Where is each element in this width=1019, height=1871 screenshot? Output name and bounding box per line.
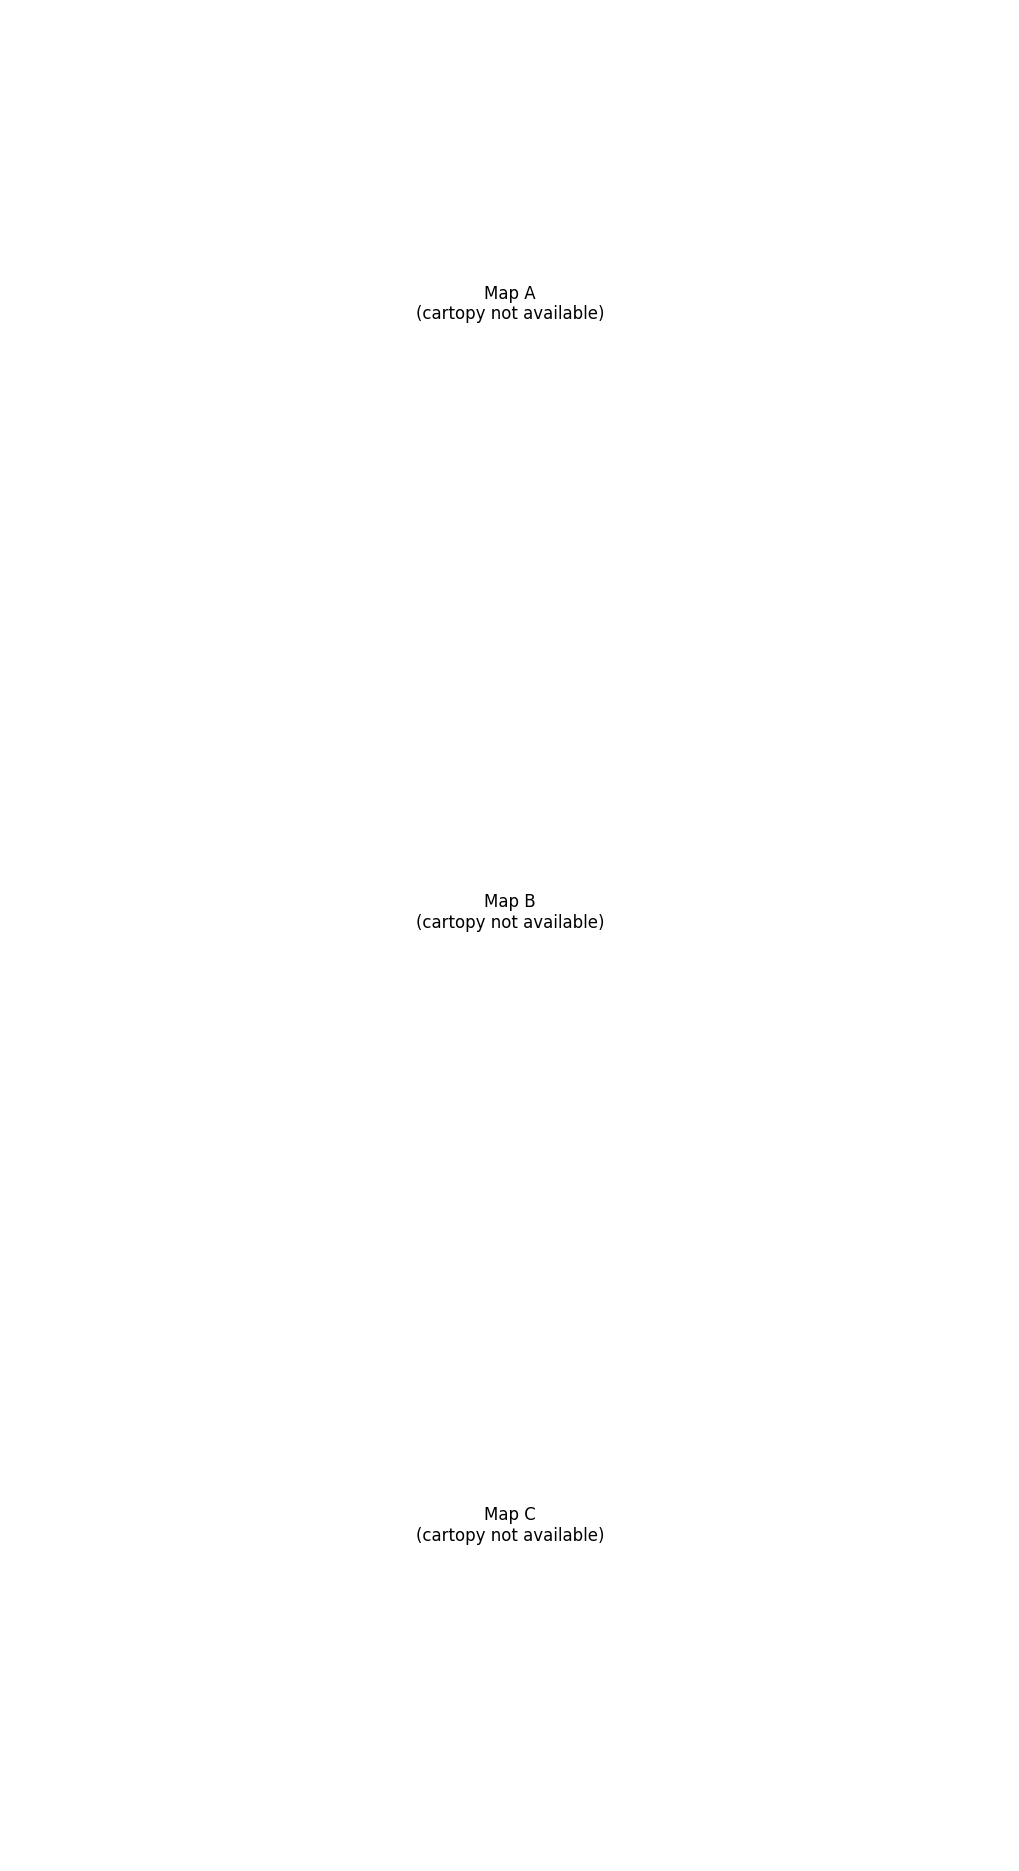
Text: Map B
(cartopy not available): Map B (cartopy not available) (416, 892, 603, 932)
Text: Map A
(cartopy not available): Map A (cartopy not available) (416, 284, 603, 324)
Text: Map C
(cartopy not available): Map C (cartopy not available) (416, 1506, 603, 1545)
